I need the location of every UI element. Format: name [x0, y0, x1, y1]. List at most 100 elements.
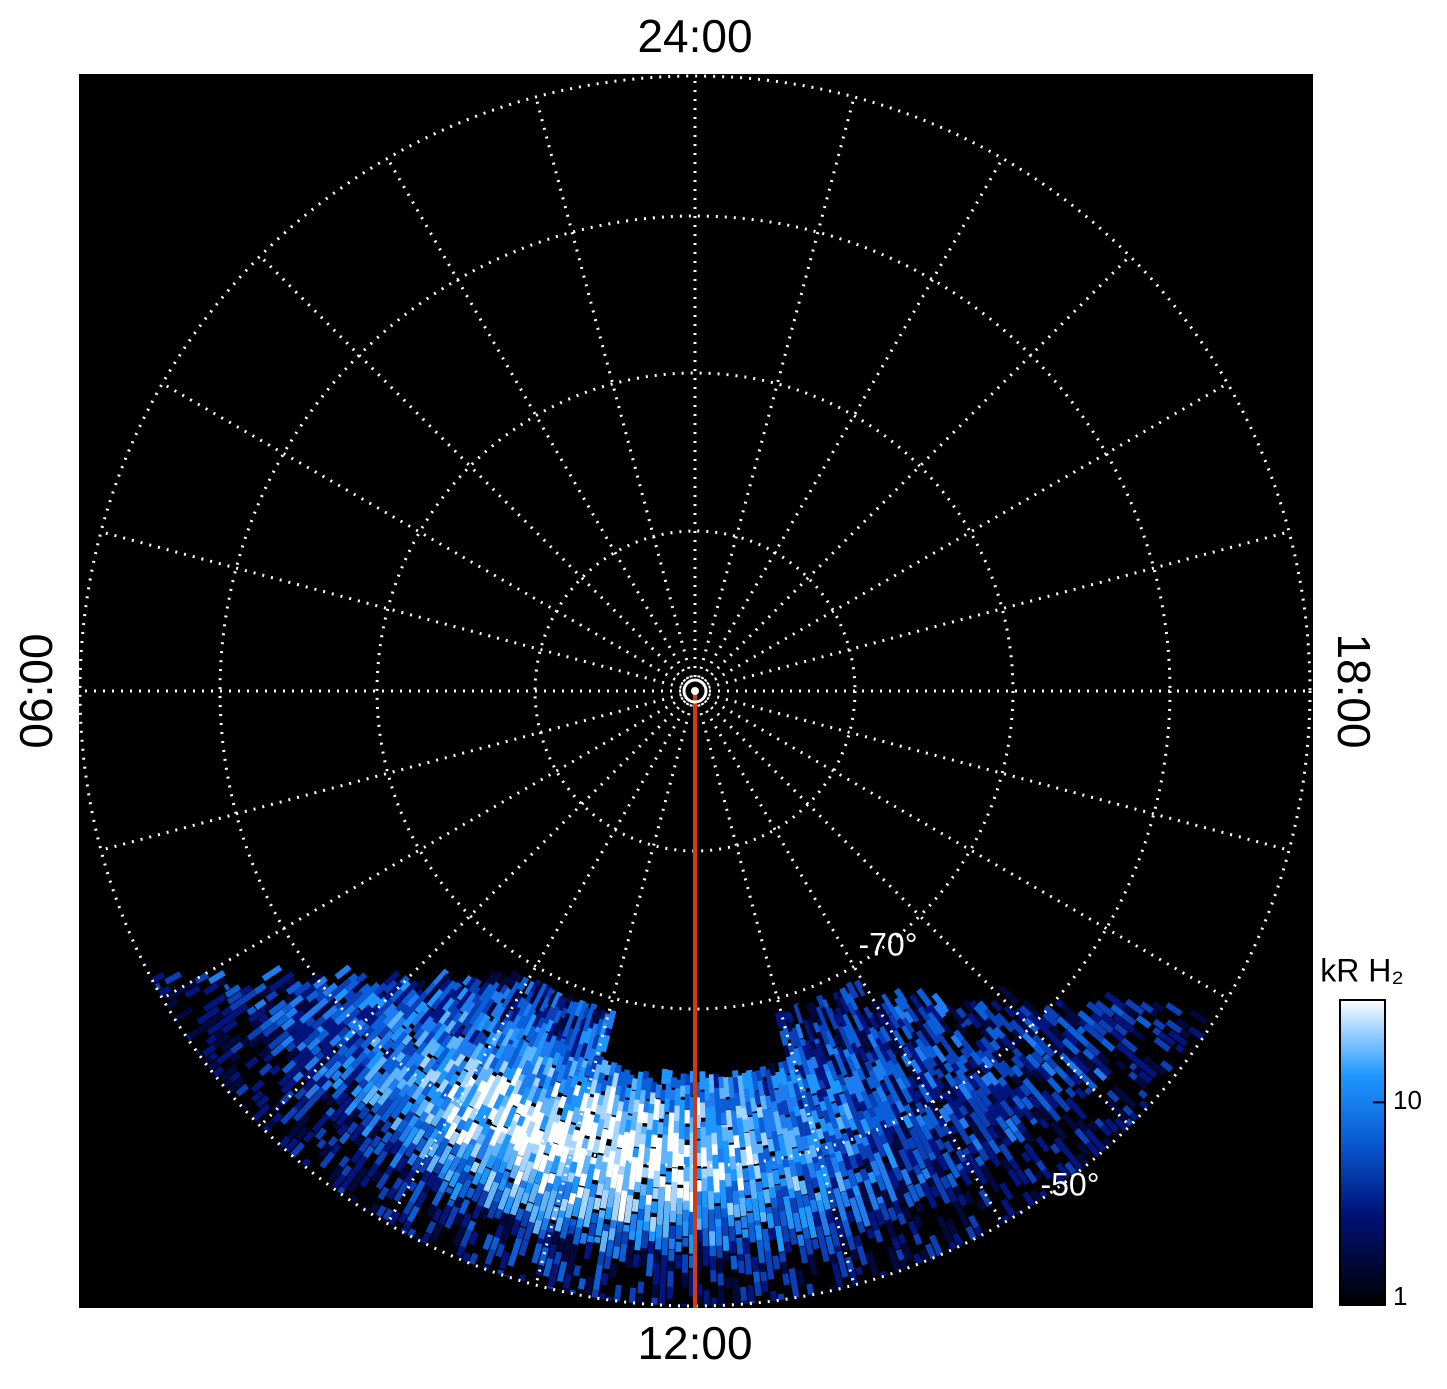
emission-cell	[651, 1119, 659, 1138]
emission-cell	[981, 1140, 994, 1156]
emission-cell	[551, 1039, 562, 1054]
meridian	[161, 382, 684, 686]
emission-cell	[1007, 1168, 1023, 1188]
emission-cell	[344, 1083, 356, 1096]
emission-cell	[704, 1086, 711, 1103]
emission-cell	[787, 1129, 798, 1148]
emission-cell	[362, 1063, 381, 1085]
emission-cell	[922, 1201, 938, 1226]
emission-cell	[764, 1250, 773, 1268]
emission-cell	[220, 1040, 233, 1053]
emission-cell	[789, 1068, 800, 1087]
emission-cell	[792, 1212, 803, 1233]
emission-cell	[478, 1043, 496, 1067]
emission-cell	[402, 1051, 421, 1073]
emission-cell	[390, 1025, 406, 1042]
emission-cell	[915, 1142, 930, 1161]
emission-cell	[562, 1026, 572, 1039]
emission-cell	[967, 1214, 980, 1230]
emission-cell	[548, 1263, 560, 1287]
emission-cell	[841, 1152, 854, 1174]
emission-cell	[937, 1185, 952, 1207]
emission-cell	[536, 1154, 549, 1177]
emission-cell	[366, 1119, 386, 1142]
emission-cell	[335, 1044, 349, 1058]
emission-cell	[915, 1037, 933, 1060]
emission-cell	[1153, 1036, 1173, 1054]
emission-cell	[855, 1052, 867, 1069]
emission-cell	[615, 1174, 624, 1195]
emission-cell	[575, 1249, 585, 1265]
emission-cell	[713, 1180, 721, 1196]
emission-cell	[442, 1058, 456, 1075]
emission-cell	[854, 1171, 864, 1184]
emission-cell	[528, 1182, 540, 1204]
emission-cell	[789, 1197, 799, 1216]
emission-cell	[859, 1028, 875, 1051]
emission-cell	[346, 1121, 359, 1135]
emission-cell	[907, 1238, 919, 1257]
emission-cell	[458, 1198, 471, 1216]
emission-cell	[1029, 1140, 1043, 1155]
emission-cell	[237, 1045, 251, 1057]
emission-cell	[428, 1041, 442, 1057]
emission-cell	[341, 1055, 356, 1070]
emission-cell	[578, 1076, 590, 1096]
emission-cell	[465, 1187, 476, 1199]
emission-cell	[195, 1010, 214, 1026]
emission-cell	[979, 1027, 994, 1043]
emission-cell	[479, 997, 496, 1018]
emission-cell	[343, 1100, 358, 1117]
emission-cell	[366, 1162, 380, 1179]
emission-cell	[305, 1087, 326, 1109]
emission-cell	[381, 1131, 393, 1144]
emission-cell	[587, 1069, 597, 1084]
emission-cell	[587, 1023, 600, 1047]
emission-cell	[942, 1090, 956, 1107]
emission-cell	[840, 1113, 852, 1132]
emission-cell	[488, 1217, 500, 1234]
emission-cell	[834, 1218, 847, 1242]
emission-cell	[681, 1272, 688, 1289]
emission-cell	[793, 1047, 804, 1066]
emission-cell	[818, 1024, 833, 1049]
emission-cell	[557, 1127, 570, 1151]
emission-cell	[1011, 1064, 1024, 1078]
emission-cell	[1063, 1075, 1076, 1088]
emission-cell	[319, 1090, 332, 1103]
emission-cell	[705, 1120, 712, 1137]
emission-cell	[474, 1235, 486, 1251]
emission-cell	[858, 1047, 870, 1062]
emission-cell	[375, 1097, 394, 1119]
emission-cell	[509, 1238, 522, 1262]
emission-cell	[785, 1207, 795, 1230]
meridian	[534, 96, 693, 678]
emission-cell	[766, 1138, 776, 1152]
emission-cell	[469, 1011, 487, 1033]
emission-cell	[701, 1178, 708, 1192]
emission-cell	[810, 1176, 820, 1189]
emission-cell	[772, 1255, 781, 1270]
emission-cell	[849, 1052, 864, 1073]
emission-cell	[820, 1142, 830, 1157]
emission-cell	[1072, 1160, 1084, 1172]
emission-cell	[335, 1111, 349, 1126]
emission-cell	[640, 1230, 649, 1252]
emission-cell	[331, 1077, 344, 1090]
emission-cell	[742, 1237, 751, 1259]
emission-cell	[1071, 1073, 1083, 1086]
emission-cell	[387, 1152, 403, 1171]
emission-cell	[782, 1059, 792, 1075]
emission-cell	[894, 996, 908, 1012]
emission-cell	[747, 1164, 756, 1183]
emission-cell	[737, 1177, 745, 1193]
emission-cell	[766, 1263, 775, 1284]
emission-cell	[515, 1103, 525, 1115]
emission-cell	[943, 1140, 955, 1154]
emission-cell	[277, 977, 297, 994]
emission-cell	[771, 1206, 782, 1229]
emission-cell	[721, 1216, 729, 1237]
emission-cell	[186, 1007, 207, 1023]
emission-cell	[1102, 1048, 1121, 1066]
emission-cell	[711, 1144, 719, 1156]
